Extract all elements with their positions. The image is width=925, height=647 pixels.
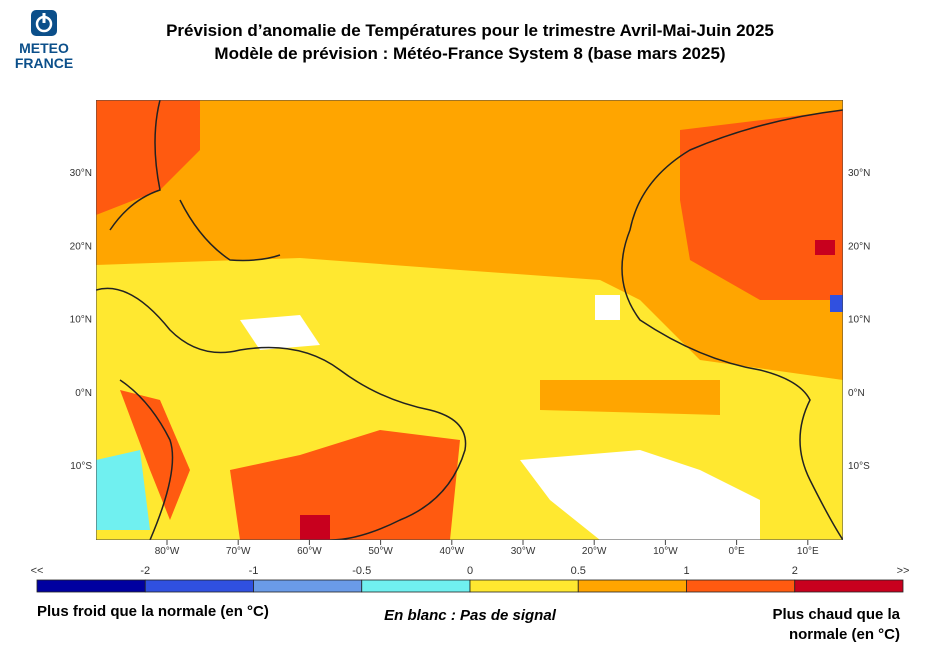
colorbar-swatch bbox=[686, 579, 796, 593]
legend-center: En blanc : Pas de signal bbox=[384, 607, 556, 624]
y-tick-label: 10°S bbox=[70, 461, 92, 472]
colorbar-label: << bbox=[31, 565, 44, 577]
legend-right: Plus chaud que la normale (en °C) bbox=[772, 606, 900, 643]
colorbar-swatch bbox=[36, 579, 146, 593]
subtitle: Modèle de prévision : Météo-France Syste… bbox=[214, 44, 726, 63]
logo-line: FRANCE bbox=[14, 55, 74, 71]
y-tick-label: 20°N bbox=[70, 241, 92, 252]
x-tick-label: 10°W bbox=[653, 546, 678, 557]
legend-left: Plus froid que la normale (en °C) bbox=[37, 603, 269, 620]
colorbar-label: 0.5 bbox=[571, 565, 586, 577]
colorbar-label: 2 bbox=[792, 565, 798, 577]
colorbar-label: >> bbox=[897, 565, 910, 577]
title: Prévision d’anomalie de Températures pou… bbox=[166, 21, 774, 40]
y-tick-label: 0°N bbox=[75, 388, 92, 399]
x-tick-label: 0°E bbox=[728, 546, 745, 557]
x-tick-label: 30°W bbox=[511, 546, 536, 557]
y-tick-label: 10°N bbox=[70, 315, 92, 326]
colorbar-label: -2 bbox=[140, 565, 150, 577]
colorbar-swatch bbox=[577, 579, 687, 593]
y-tick-label: 10°S bbox=[848, 461, 870, 472]
y-tick-label: 30°N bbox=[848, 168, 870, 179]
colorbar-label: -1 bbox=[249, 565, 259, 577]
x-tick-label: 50°W bbox=[368, 546, 393, 557]
x-tick-label: 40°W bbox=[440, 546, 465, 557]
x-tick-label: 80°W bbox=[155, 546, 180, 557]
colorbar-swatch bbox=[794, 579, 904, 593]
y-tick-label: 10°N bbox=[848, 315, 870, 326]
logo: METEO FRANCE bbox=[10, 8, 78, 71]
y-tick-label: 30°N bbox=[70, 168, 92, 179]
y-tick-label: 20°N bbox=[848, 241, 870, 252]
axis-ticks: 80°W 70°W 60°W 50°W 40°W 30°W 20°W 10°W 0°E 10°E 3… bbox=[70, 168, 871, 557]
colorbar-label: 1 bbox=[683, 565, 689, 577]
anomaly-field bbox=[96, 100, 843, 540]
x-tick-label: 20°W bbox=[582, 546, 607, 557]
colorbar: << -2 -1 -0.5 0 0.5 1 2 >> bbox=[31, 565, 910, 593]
colorbar-label: -0.5 bbox=[352, 565, 371, 577]
logo-icon bbox=[31, 10, 57, 36]
y-tick-label: 0°N bbox=[848, 388, 865, 399]
x-tick-label: 60°W bbox=[297, 546, 322, 557]
x-tick-label: 10°E bbox=[797, 546, 819, 557]
map: 80°W 70°W 60°W 50°W 40°W 30°W 20°W 10°W 0°E 10°E 3… bbox=[31, 100, 910, 593]
colorbar-label: 0 bbox=[467, 565, 473, 577]
x-tick-label: 70°W bbox=[226, 546, 251, 557]
colorbar-swatch bbox=[144, 579, 254, 593]
colorbar-swatch bbox=[469, 579, 579, 593]
colorbar-swatch bbox=[253, 579, 363, 593]
colorbar-swatch bbox=[361, 579, 471, 593]
logo-line: METEO bbox=[19, 40, 69, 56]
